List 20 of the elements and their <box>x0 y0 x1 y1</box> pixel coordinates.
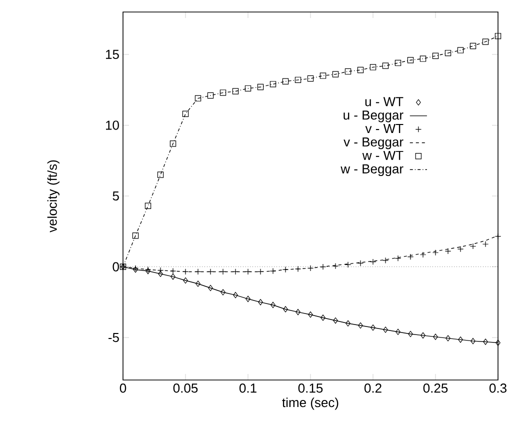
y-tick-label: 5 <box>112 191 119 201</box>
y-tick-label: -5 <box>108 333 119 342</box>
x-tick-label: 0.2 <box>364 384 382 393</box>
y-axis-title: velocity (ft/s) <box>47 160 60 232</box>
x-tick-label: 0.3 <box>489 384 506 393</box>
x-axis-title: time (sec) <box>282 398 338 410</box>
legend-label: w - Beggar <box>340 164 404 176</box>
y-tick-label: 10 <box>106 120 119 130</box>
x-tick-label: 0.25 <box>423 384 448 393</box>
y-tick-label: 15 <box>106 50 119 59</box>
x-tick-label: 0.15 <box>298 384 323 393</box>
legend-label: u - Beggar <box>344 110 404 122</box>
y-tick-label: 0 <box>112 262 119 272</box>
x-tick-label: 0.1 <box>239 384 256 393</box>
legend-label: w - WT <box>362 150 404 160</box>
legend-label: v - WT <box>365 124 404 133</box>
legend-label: u - WT <box>365 97 404 106</box>
x-tick-label: 0 <box>120 384 126 393</box>
legend-label: v - Beggar <box>344 137 404 150</box>
x-tick-label: 0.05 <box>173 384 198 393</box>
